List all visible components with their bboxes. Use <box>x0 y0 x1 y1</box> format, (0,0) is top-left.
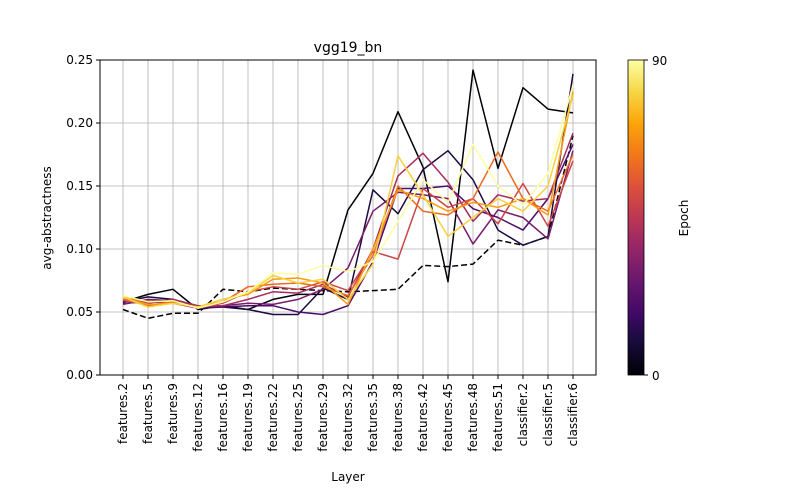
colorbar-min-label: 0 <box>652 369 660 383</box>
x-tick-label: features.29 <box>316 383 330 452</box>
y-axis-label: avg-abstractness <box>40 166 54 269</box>
x-tick-label: classifier.6 <box>566 383 580 446</box>
x-tick-label: features.35 <box>366 383 380 452</box>
x-tick-label: features.42 <box>416 383 430 452</box>
chart-title: vgg19_bn <box>314 40 383 56</box>
series-line-epoch-90 <box>122 84 574 309</box>
x-axis-label: Layer <box>331 470 365 484</box>
x-tick-label: features.22 <box>266 383 280 452</box>
x-tick-label: features.16 <box>216 383 230 452</box>
colorbar-gradient <box>627 59 645 376</box>
x-tick-label: features.9 <box>166 383 180 444</box>
colorbar: 90 0 Epoch <box>627 54 691 383</box>
x-tick-label: features.5 <box>141 383 155 444</box>
x-tick-label: features.38 <box>391 383 405 452</box>
x-tick-label: features.32 <box>341 383 355 452</box>
y-tick-label: 0.15 <box>66 179 93 193</box>
x-tick-label: features.2 <box>116 383 130 444</box>
series-line-epoch-0 <box>122 135 574 320</box>
x-tick-label: features.51 <box>491 383 505 452</box>
x-tick-label: features.45 <box>441 383 455 452</box>
y-tick-label: 0.20 <box>66 116 93 130</box>
y-tick-label: 0.00 <box>66 368 93 382</box>
y-tick-label: 0.25 <box>66 53 93 67</box>
y-tick-label: 0.05 <box>66 305 93 319</box>
colorbar-label: Epoch <box>677 200 691 237</box>
y-axis: 0.00 0.05 0.10 0.15 0.20 0.25 <box>66 53 100 382</box>
x-tick-label: features.48 <box>466 383 480 452</box>
series-line-epoch-1 <box>122 69 574 311</box>
y-tick-label: 0.10 <box>66 242 93 256</box>
x-tick-label: classifier.5 <box>541 383 555 446</box>
x-tick-label: features.19 <box>241 383 255 452</box>
series-line-epoch-80 <box>122 95 574 308</box>
x-tick-label: classifier.2 <box>516 383 530 446</box>
series-line-epoch-40 <box>122 132 574 307</box>
colorbar-max-label: 90 <box>652 54 667 68</box>
x-tick-label: features.25 <box>291 383 305 452</box>
series-lines <box>122 69 574 320</box>
x-axis: features.2 features.5 features.9 features.1… <box>116 375 580 452</box>
x-tick-label: features.12 <box>191 383 205 452</box>
